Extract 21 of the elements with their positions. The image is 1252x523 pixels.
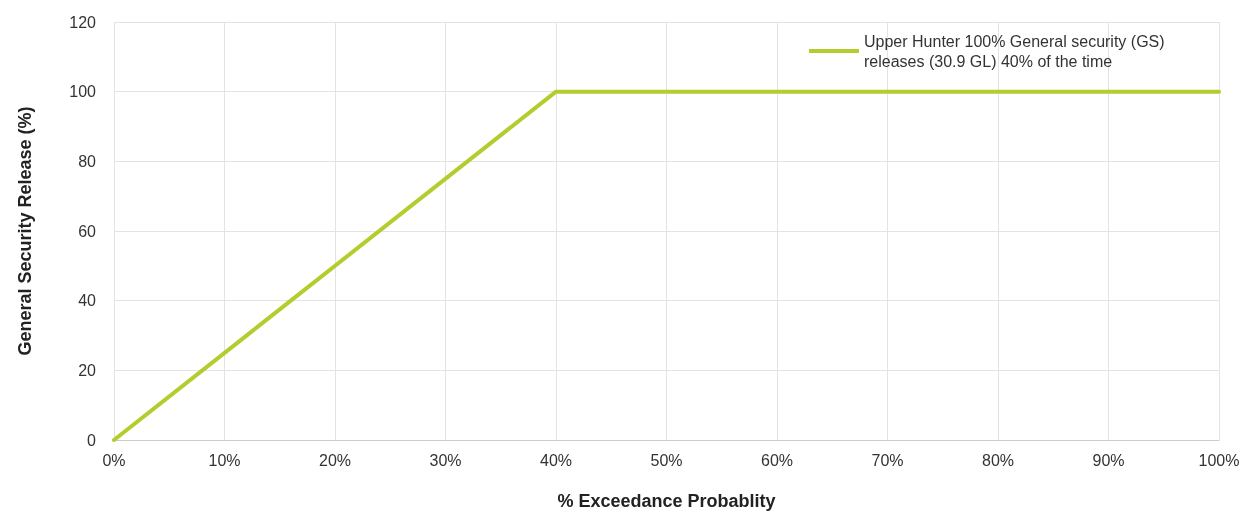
x-tick-label: 80% — [981, 451, 1015, 469]
x-tick-label: 40% — [539, 451, 573, 469]
x-tick-label: 70% — [871, 451, 904, 469]
y-tick-label: 0 — [87, 431, 97, 449]
y-tick-label: 120 — [69, 13, 97, 31]
x-tick-label: 0% — [102, 451, 126, 469]
x-tick-label: 90% — [1092, 451, 1125, 469]
y-tick-label: 80 — [78, 152, 97, 170]
y-tick-label: 40 — [78, 292, 97, 310]
x-tick-label: 10% — [208, 451, 241, 469]
y-tick-label: 60 — [78, 222, 97, 240]
legend-label: Upper Hunter 100% General security (GS) releases (30.9 GL) 40% of the time — [864, 32, 1170, 70]
y-axis-title: General Security Release (%) — [15, 106, 35, 356]
x-axis-title: % Exceedance Probablity — [557, 491, 776, 511]
x-tick-label: 50% — [650, 451, 683, 469]
x-tick-label: 60% — [760, 451, 794, 469]
x-tick-label: 30% — [429, 451, 462, 469]
y-tick-label: 20 — [78, 361, 97, 379]
x-tick-label: 100% — [1198, 451, 1240, 469]
y-tick-label: 100 — [69, 83, 97, 101]
x-tick-label: 20% — [318, 451, 352, 469]
